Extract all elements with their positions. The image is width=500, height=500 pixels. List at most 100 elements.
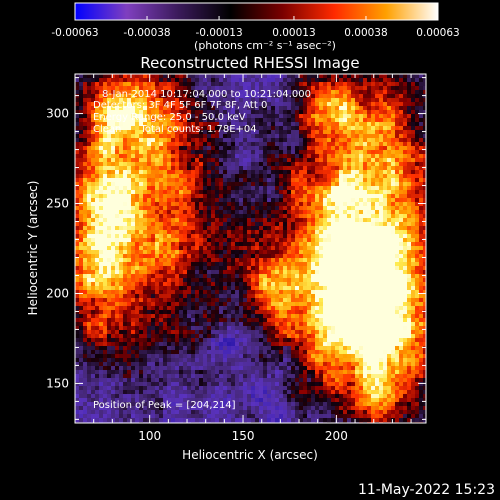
heatmap-cell xyxy=(275,230,280,235)
heatmap-cell xyxy=(123,274,128,279)
heatmap-cell xyxy=(403,126,408,131)
heatmap-cell xyxy=(375,102,380,107)
heatmap-cell xyxy=(351,194,356,199)
heatmap-cell xyxy=(159,142,164,147)
heatmap-cell xyxy=(223,110,228,115)
heatmap-cell xyxy=(315,186,320,191)
heatmap-cell xyxy=(267,294,272,299)
heatmap-cell xyxy=(139,218,144,223)
heatmap-cell xyxy=(423,178,426,183)
heatmap-cell xyxy=(275,186,280,191)
heatmap-cell xyxy=(395,258,400,263)
heatmap-cell xyxy=(107,286,112,291)
heatmap-cell xyxy=(247,230,252,235)
heatmap-cell xyxy=(227,74,232,79)
heatmap-cell xyxy=(131,254,136,259)
heatmap-cell xyxy=(343,218,348,223)
heatmap-cell xyxy=(343,130,348,135)
heatmap-cell xyxy=(407,210,412,215)
heatmap-cell xyxy=(175,174,180,179)
heatmap-cell xyxy=(331,234,336,239)
heatmap-cell xyxy=(379,286,384,291)
heatmap-cell xyxy=(355,222,360,227)
heatmap-cell xyxy=(363,238,368,243)
heatmap-cell xyxy=(107,210,112,215)
heatmap-cell xyxy=(127,258,132,263)
heatmap-cell xyxy=(91,170,96,175)
heatmap-cell xyxy=(223,278,228,283)
heatmap-cell xyxy=(91,262,96,267)
heatmap-cell xyxy=(119,74,124,79)
heatmap-cell xyxy=(367,230,372,235)
heatmap-cell xyxy=(291,134,296,139)
heatmap-cell xyxy=(147,138,152,143)
heatmap-cell xyxy=(247,102,252,107)
heatmap-cell xyxy=(279,238,284,243)
heatmap-cell xyxy=(111,258,116,263)
heatmap-cell xyxy=(175,110,180,115)
heatmap-cell xyxy=(207,106,212,111)
heatmap-cell xyxy=(95,166,100,171)
heatmap-cell xyxy=(367,286,372,291)
heatmap-cell xyxy=(251,270,256,275)
heatmap-cell xyxy=(311,250,316,255)
heatmap-cell xyxy=(175,190,180,195)
heatmap-cell xyxy=(275,202,280,207)
heatmap-cell xyxy=(395,106,400,111)
heatmap-cell xyxy=(263,190,268,195)
heatmap-cell xyxy=(315,290,320,295)
heatmap-cell xyxy=(191,126,196,131)
heatmap-cell xyxy=(343,290,348,295)
heatmap-cell xyxy=(151,298,156,303)
heatmap-cell xyxy=(211,126,216,131)
heatmap-cell xyxy=(371,210,376,215)
heatmap-cell xyxy=(219,246,224,251)
heatmap-cell xyxy=(423,142,426,147)
heatmap-cell xyxy=(175,82,180,87)
heatmap-cell xyxy=(423,114,426,119)
heatmap-cell xyxy=(347,210,352,215)
heatmap-cell xyxy=(127,130,132,135)
heatmap-cell xyxy=(199,274,204,279)
heatmap-cell xyxy=(387,234,392,239)
heatmap-cell xyxy=(415,254,420,259)
heatmap-cell xyxy=(147,246,152,251)
heatmap-cell xyxy=(375,290,380,295)
heatmap-cell xyxy=(91,98,96,103)
heatmap-cell xyxy=(235,266,240,271)
heatmap-cell xyxy=(251,106,256,111)
heatmap-cell xyxy=(391,210,396,215)
heatmap-cell xyxy=(207,134,212,139)
colorbar-tick-label: -0.00013 xyxy=(195,27,242,39)
heatmap-cell xyxy=(131,102,136,107)
heatmap-cell xyxy=(95,258,100,263)
heatmap-cell xyxy=(207,174,212,179)
heatmap-cell xyxy=(151,142,156,147)
heatmap-cell xyxy=(331,282,336,287)
heatmap-cell xyxy=(239,286,244,291)
heatmap-cell xyxy=(127,78,132,83)
heatmap-cell xyxy=(107,238,112,243)
heatmap-cell xyxy=(127,250,132,255)
heatmap-cell xyxy=(375,230,380,235)
heatmap-cell xyxy=(115,210,120,215)
heatmap-cell xyxy=(323,82,328,87)
heatmap-cell xyxy=(235,170,240,175)
heatmap-cell xyxy=(103,186,108,191)
heatmap-cell xyxy=(223,154,228,159)
heatmap-cell xyxy=(223,130,228,135)
heatmap-cell xyxy=(335,278,340,283)
heatmap-cell xyxy=(115,238,120,243)
heatmap-cell xyxy=(215,154,220,159)
heatmap-cell xyxy=(119,166,124,171)
heatmap-cell xyxy=(199,90,204,95)
heatmap-cell xyxy=(123,190,128,195)
heatmap-cell xyxy=(95,94,100,99)
heatmap-cell xyxy=(119,130,124,135)
heatmap-cell xyxy=(319,178,324,183)
heatmap-cell xyxy=(211,254,216,259)
heatmap-cell xyxy=(139,90,144,95)
heatmap-cell xyxy=(323,86,328,91)
heatmap-cell xyxy=(379,110,384,115)
heatmap-cell xyxy=(327,266,332,271)
